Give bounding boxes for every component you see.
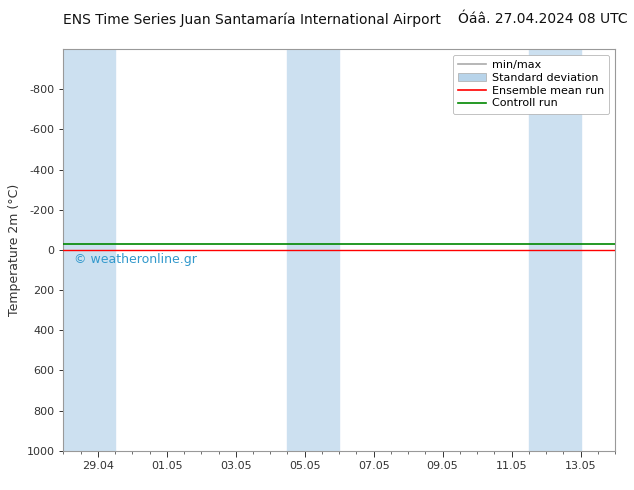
Legend: min/max, Standard deviation, Ensemble mean run, Controll run: min/max, Standard deviation, Ensemble me… xyxy=(453,54,609,114)
Text: Óáâ. 27.04.2024 08 UTC: Óáâ. 27.04.2024 08 UTC xyxy=(458,12,628,26)
Y-axis label: Temperature 2m (°C): Temperature 2m (°C) xyxy=(8,184,21,316)
Bar xyxy=(529,49,581,451)
Text: ENS Time Series Juan Santamaría International Airport: ENS Time Series Juan Santamaría Internat… xyxy=(63,12,441,27)
Bar xyxy=(63,49,115,451)
Text: © weatheronline.gr: © weatheronline.gr xyxy=(74,253,197,267)
Bar xyxy=(287,49,339,451)
